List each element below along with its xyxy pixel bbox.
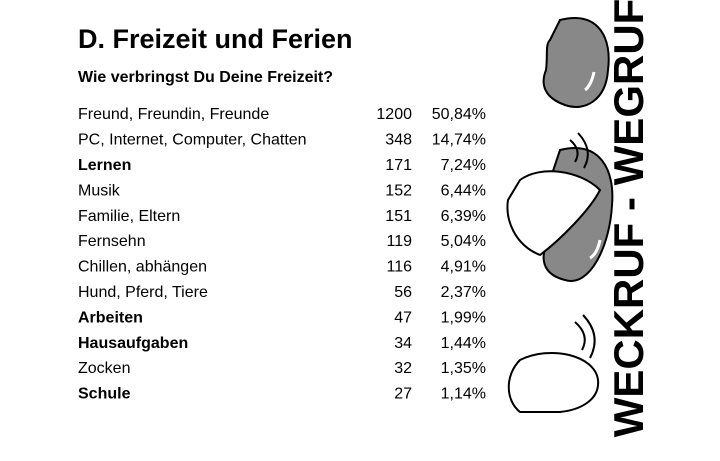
row-count: 32 bbox=[394, 360, 412, 377]
row-count: 1200 bbox=[376, 106, 412, 123]
row-count: 119 bbox=[386, 233, 412, 250]
row-count: 171 bbox=[385, 157, 412, 174]
row-percent: 2,37% bbox=[441, 284, 486, 301]
row-percent: 1,14% bbox=[441, 386, 486, 403]
row-label: Familie, Eltern bbox=[78, 208, 180, 225]
row-label: Arbeiten bbox=[78, 309, 143, 326]
row-percent: 7,24% bbox=[441, 157, 486, 174]
row-label: Schule bbox=[78, 386, 131, 403]
logo-art bbox=[506, 17, 614, 413]
row-count: 47 bbox=[394, 309, 412, 326]
row-percent: 14,74% bbox=[432, 132, 486, 149]
row-count: 348 bbox=[385, 132, 412, 149]
row-label: Freund, Freundin, Freunde bbox=[78, 106, 269, 123]
row-label: Musik bbox=[78, 182, 121, 199]
row-count: 27 bbox=[394, 386, 412, 403]
row-label: Hausaufgaben bbox=[78, 335, 188, 352]
row-percent: 6,44% bbox=[441, 182, 486, 199]
row-count: 56 bbox=[394, 284, 412, 301]
row-label: Lernen bbox=[78, 157, 131, 174]
row-count: 151 bbox=[385, 208, 412, 225]
row-label: Chillen, abhängen bbox=[78, 259, 207, 276]
row-percent: 1,99% bbox=[441, 309, 486, 326]
title: D. Freizeit und Ferien bbox=[78, 24, 353, 54]
table: Freund, Freundin, Freunde 1200 50,84% PC, I… bbox=[78, 106, 486, 402]
row-count: 152 bbox=[385, 182, 412, 199]
row-percent: 1,35% bbox=[441, 360, 486, 377]
row-percent: 4,91% bbox=[441, 259, 486, 276]
logo-text: WECKRUF - WEGRUF bbox=[605, 0, 652, 437]
row-percent: 50,84% bbox=[432, 106, 486, 123]
row-label: Fernsehn bbox=[78, 233, 146, 250]
row-percent: 1,44% bbox=[441, 335, 486, 352]
row-label: Hund, Pferd, Tiere bbox=[78, 284, 208, 301]
subtitle: Wie verbringst Du Deine Freizeit? bbox=[78, 69, 333, 86]
row-percent: 5,04% bbox=[441, 233, 486, 250]
row-count: 34 bbox=[394, 335, 412, 352]
row-label: PC, Internet, Computer, Chatten bbox=[78, 132, 307, 149]
row-percent: 6,39% bbox=[441, 208, 486, 225]
row-count: 116 bbox=[386, 259, 412, 276]
row-label: Zocken bbox=[78, 360, 130, 377]
